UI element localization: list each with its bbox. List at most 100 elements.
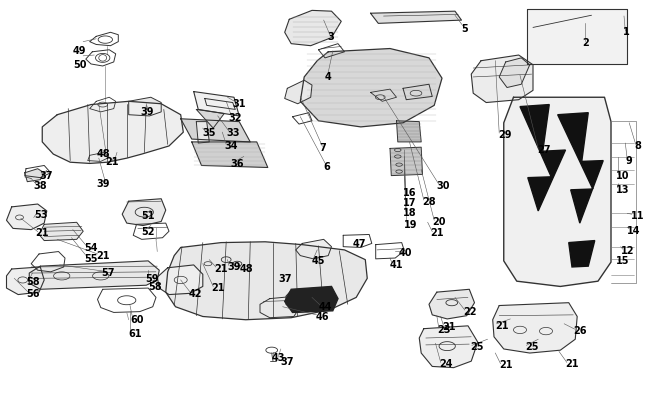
Text: 60: 60: [130, 314, 144, 324]
Text: 12: 12: [621, 245, 635, 255]
Text: 32: 32: [229, 113, 242, 122]
Text: 38: 38: [34, 181, 47, 190]
Text: 37: 37: [281, 356, 294, 366]
Text: 31: 31: [233, 98, 246, 108]
Polygon shape: [42, 102, 183, 164]
Polygon shape: [296, 240, 332, 259]
Polygon shape: [157, 265, 203, 295]
Text: 41: 41: [390, 259, 404, 269]
Text: 36: 36: [231, 159, 244, 169]
Polygon shape: [300, 49, 442, 128]
Text: 22: 22: [463, 306, 476, 316]
Text: 58: 58: [26, 277, 40, 286]
Text: 35: 35: [203, 128, 216, 138]
Text: 39: 39: [96, 178, 110, 188]
Text: 61: 61: [128, 328, 142, 338]
Text: 10: 10: [616, 171, 630, 180]
Text: 59: 59: [146, 273, 159, 283]
Text: 6: 6: [324, 162, 330, 172]
Text: 19: 19: [404, 219, 418, 229]
Text: 18: 18: [403, 208, 417, 217]
Text: 39: 39: [227, 262, 241, 271]
Text: 20: 20: [432, 217, 446, 226]
Text: 21: 21: [499, 360, 513, 369]
Text: 13: 13: [616, 184, 630, 194]
Text: 1: 1: [623, 28, 629, 37]
Polygon shape: [526, 10, 627, 65]
Text: 26: 26: [573, 325, 587, 335]
Text: 17: 17: [403, 198, 417, 207]
Polygon shape: [181, 119, 250, 143]
Text: 25: 25: [525, 341, 539, 351]
Text: 28: 28: [422, 196, 436, 206]
Text: 48: 48: [239, 263, 253, 273]
Polygon shape: [196, 110, 224, 129]
Text: 48: 48: [96, 149, 110, 159]
Text: 21: 21: [442, 321, 456, 331]
Polygon shape: [558, 113, 603, 224]
Text: 33: 33: [226, 128, 240, 137]
Polygon shape: [370, 12, 461, 24]
Text: 44: 44: [318, 301, 332, 311]
Polygon shape: [286, 288, 337, 313]
Polygon shape: [122, 199, 166, 226]
Text: 15: 15: [616, 256, 630, 266]
Polygon shape: [29, 261, 159, 290]
Text: 21: 21: [214, 263, 228, 273]
Text: 11: 11: [630, 211, 644, 220]
Text: 30: 30: [437, 181, 450, 190]
Polygon shape: [6, 267, 44, 295]
Polygon shape: [569, 241, 595, 267]
Text: 21: 21: [105, 157, 119, 167]
Text: 37: 37: [39, 171, 53, 180]
Polygon shape: [285, 287, 338, 313]
Text: 21: 21: [430, 228, 444, 238]
Text: 58: 58: [148, 281, 162, 291]
Text: 21: 21: [211, 283, 225, 292]
Polygon shape: [129, 98, 161, 117]
Polygon shape: [285, 11, 341, 47]
Text: 37: 37: [278, 273, 292, 283]
Text: 40: 40: [399, 247, 413, 257]
Polygon shape: [396, 122, 421, 143]
Text: 5: 5: [462, 24, 468, 34]
Polygon shape: [499, 59, 530, 88]
Polygon shape: [25, 169, 44, 182]
Text: 21: 21: [36, 228, 49, 238]
Text: 16: 16: [403, 188, 417, 197]
Text: 27: 27: [537, 145, 551, 155]
Text: 50: 50: [73, 60, 86, 70]
Text: 7: 7: [320, 143, 326, 153]
Polygon shape: [520, 105, 566, 211]
Text: 21: 21: [566, 358, 579, 368]
Polygon shape: [471, 56, 533, 103]
Text: 49: 49: [73, 46, 86, 55]
Text: 21: 21: [495, 320, 509, 330]
Polygon shape: [504, 98, 611, 287]
Text: 51: 51: [142, 211, 155, 220]
Text: 39: 39: [140, 107, 154, 116]
Text: 54: 54: [84, 243, 98, 253]
Text: 4: 4: [325, 72, 332, 82]
Polygon shape: [429, 290, 474, 319]
Text: 43: 43: [272, 353, 285, 362]
Text: 2: 2: [582, 38, 589, 47]
Polygon shape: [194, 92, 239, 117]
Polygon shape: [285, 81, 312, 104]
Text: 56: 56: [26, 289, 40, 298]
Polygon shape: [192, 143, 268, 168]
Text: 55: 55: [84, 253, 98, 263]
Text: 57: 57: [101, 267, 114, 277]
Text: 8: 8: [634, 141, 642, 151]
Text: 3: 3: [328, 32, 334, 42]
Text: 53: 53: [34, 210, 47, 220]
Text: 47: 47: [353, 239, 367, 249]
Text: 29: 29: [498, 130, 512, 139]
Polygon shape: [390, 148, 422, 176]
Text: 34: 34: [224, 141, 238, 151]
Text: 24: 24: [439, 358, 453, 368]
Text: 46: 46: [315, 311, 329, 321]
Text: 14: 14: [627, 225, 641, 235]
Text: 52: 52: [142, 227, 155, 237]
Polygon shape: [196, 122, 209, 144]
